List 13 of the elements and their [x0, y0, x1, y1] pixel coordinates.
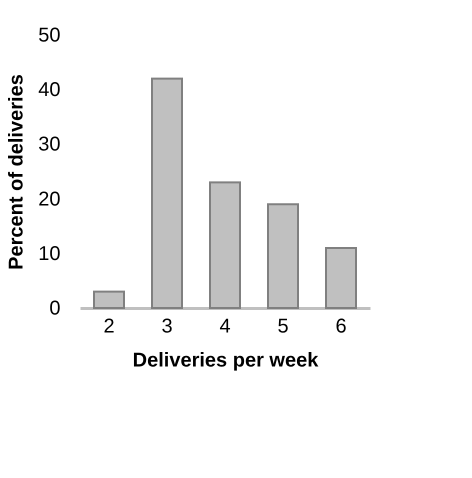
- x-tick-label: 5: [277, 316, 289, 338]
- y-tick-label: 20: [38, 188, 60, 210]
- y-tick-label: 40: [38, 79, 60, 102]
- y-axis-title: Percent of deliveries: [5, 74, 28, 270]
- x-tick-label: 2: [103, 316, 115, 338]
- y-tick-label: 30: [38, 134, 60, 156]
- x-tick-label: 6: [335, 316, 347, 338]
- y-tick-label: 50: [38, 24, 60, 46]
- x-axis-title: Deliveries per week: [132, 350, 320, 372]
- x-tick-label: 3: [161, 316, 173, 338]
- y-tick-label: 0: [49, 298, 60, 320]
- y-tick-label: 10: [38, 242, 60, 265]
- x-tick-label: 4: [219, 316, 231, 338]
